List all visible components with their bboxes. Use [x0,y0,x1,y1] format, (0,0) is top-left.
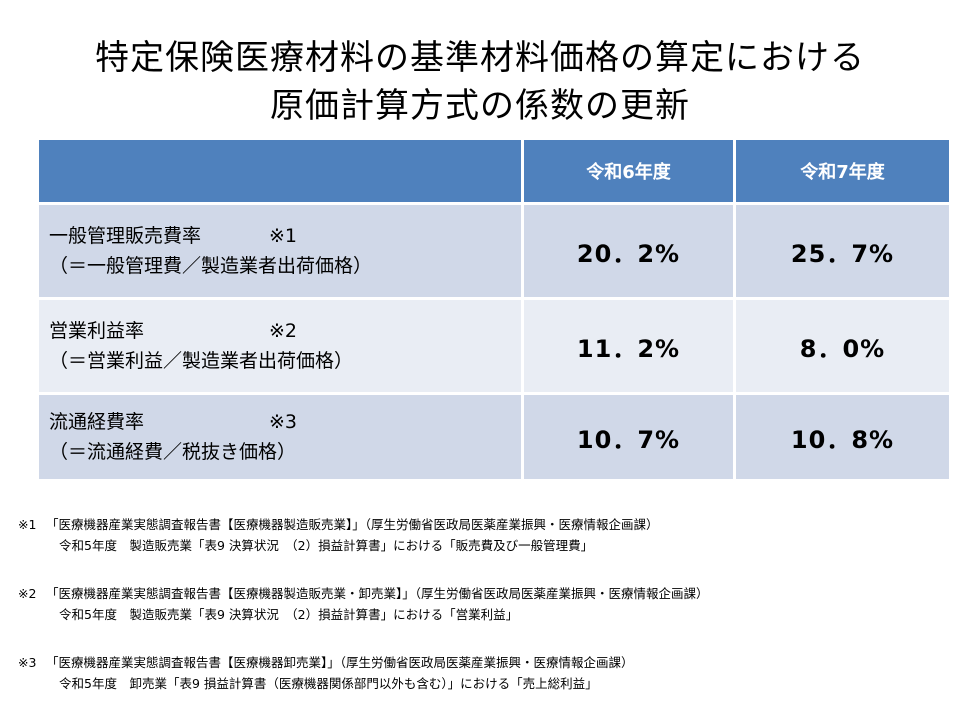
header-r7: 令和7年度 [736,140,949,205]
table-header-row: 令和6年度 令和7年度 [39,140,949,205]
value-r7: 8．0% [736,300,949,395]
header-blank [39,140,524,205]
row-name: 一般管理販売費率 [49,225,202,247]
header-r6: 令和6年度 [524,140,736,205]
row-formula: （＝流通経費／税抜き価格） [49,441,297,463]
page-title: 特定保険医療材料の基準材料価格の算定における 原価計算方式の係数の更新 [0,34,960,130]
row-label: 一般管理販売費率 ※1 （＝一般管理費／製造業者出荷価格） [39,205,524,300]
table-row: 一般管理販売費率 ※1 （＝一般管理費／製造業者出荷価格） 20．2% 25．7… [39,205,949,300]
title-line-1: 特定保険医療材料の基準材料価格の算定における [95,38,865,78]
footnote-detail: 令和5年度 卸売業「表9 損益計算書（医療機器関係部門以外も含む）」における「売… [59,676,598,691]
footnote: ※2 「医療機器産業実態調査報告書【医療機器製造販売業・卸売業】」（厚生労働省医政… [18,583,948,625]
row-name: 営業利益率 [49,320,145,342]
row-formula: （＝営業利益／製造業者出荷価格） [49,350,354,372]
value-r6: 11．2% [524,300,736,395]
value-r7: 10．8% [736,395,949,479]
footnote-mark: ※3 [18,655,37,670]
row-note: ※1 [269,225,298,247]
value-r6: 20．2% [524,205,736,300]
footnote-detail: 令和5年度 製造販売業「表9 決算状況 （2）損益計算書」における「販売費及び一… [59,538,594,553]
row-label: 流通経費率 ※3 （＝流通経費／税抜き価格） [39,395,524,479]
table-row: 営業利益率 ※2 （＝営業利益／製造業者出荷価格） 11．2% 8．0% [39,300,949,395]
footnote-source: 「医療機器産業実態調査報告書【医療機器製造販売業】」（厚生労働省医政局医薬産業振… [46,517,659,532]
row-note: ※2 [269,320,298,342]
footnote: ※1 「医療機器産業実態調査報告書【医療機器製造販売業】」（厚生労働省医政局医薬産… [18,514,948,556]
title-line-2: 原価計算方式の係数の更新 [270,86,690,126]
row-note: ※3 [269,411,298,433]
footnote-detail: 令和5年度 製造販売業「表9 決算状況 （2）損益計算書」における「営業利益」 [59,607,519,622]
footnotes: ※1 「医療機器産業実態調査報告書【医療機器製造販売業】」（厚生労働省医政局医薬産… [18,514,948,721]
footnote-mark: ※2 [18,586,37,601]
table-row: 流通経費率 ※3 （＝流通経費／税抜き価格） 10．7% 10．8% [39,395,949,479]
value-r7: 25．7% [736,205,949,300]
footnote-mark: ※1 [18,517,37,532]
coefficient-table: 令和6年度 令和7年度 一般管理販売費率 ※1 （＝一般管理費／製造業者出荷価格… [39,140,949,479]
row-label: 営業利益率 ※2 （＝営業利益／製造業者出荷価格） [39,300,524,395]
row-formula: （＝一般管理費／製造業者出荷価格） [49,255,373,277]
footnote-source: 「医療機器産業実態調査報告書【医療機器卸売業】」（厚生労働省医政局医薬産業振興・… [46,655,634,670]
footnote-source: 「医療機器産業実態調査報告書【医療機器製造販売業・卸売業】」（厚生労働省医政局医… [46,586,709,601]
value-r6: 10．7% [524,395,736,479]
row-name: 流通経費率 [49,411,145,433]
footnote: ※3 「医療機器産業実態調査報告書【医療機器卸売業】」（厚生労働省医政局医薬産業振… [18,652,948,694]
